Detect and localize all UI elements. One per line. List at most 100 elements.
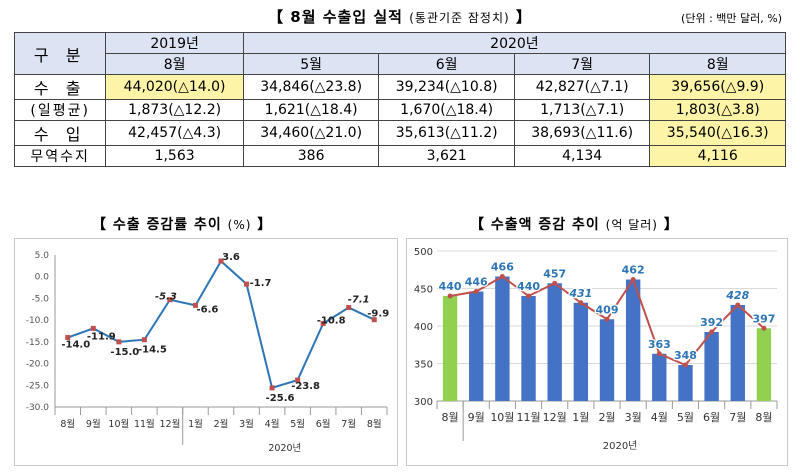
- x-tick-label: 8월: [755, 411, 772, 424]
- y-tick-label: 400: [414, 322, 433, 333]
- data-label: -10.8: [317, 316, 346, 327]
- x-tick-label: 7월: [729, 411, 746, 424]
- left-chart-panel: 5.0 0.0 -5.0 -10.0 -15.0 -20.0 -25.0 -30.0 8월 9월 1…: [14, 238, 398, 466]
- trend-point: [604, 316, 610, 322]
- bar: [469, 291, 484, 401]
- x-tick-label: 8월: [367, 418, 382, 430]
- y-tick-label: -30.0: [26, 403, 50, 413]
- left-chart-title: 【 수출 증감률 추이 (%) 】: [92, 217, 273, 233]
- right-chart-title: 【 수출액 증감 추이 (억 달러) 】: [470, 217, 679, 233]
- table-cell: 4,134: [513, 145, 651, 167]
- bar: [704, 332, 719, 401]
- data-point: [244, 281, 250, 287]
- row-label: 수 입: [13, 120, 107, 146]
- table-cell: 35,613(△11.2): [378, 120, 515, 146]
- x-tick-label: 1월: [572, 411, 589, 424]
- month-header: 7월: [513, 53, 651, 75]
- year-2020-header: 2020년: [242, 32, 787, 54]
- x-tick-label: 3월: [625, 411, 642, 424]
- x-tick-label: 2월: [598, 411, 615, 424]
- bar: [678, 365, 693, 401]
- table-cell: 34,846(△23.8): [242, 74, 380, 100]
- row-label: 수 출: [13, 74, 107, 100]
- data-label: 446: [465, 276, 488, 289]
- table-row: (일평균) 1,873(△12.2) 1,621(△18.4) 1,670(△1…: [13, 99, 786, 121]
- data-label: -14.0: [61, 340, 90, 351]
- trend-point: [761, 325, 767, 331]
- bar: [495, 276, 510, 401]
- x-tick-label: 12월: [160, 418, 181, 430]
- data-label: -7.1: [348, 295, 370, 306]
- data-label: -23.8: [291, 381, 320, 392]
- growth-rate-line-chart: 5.0 0.0 -5.0 -10.0 -15.0 -20.0 -25.0 -30.0 8월 9월 1…: [26, 251, 389, 454]
- corner-cell: 구 분: [13, 32, 107, 75]
- data-point: [371, 317, 377, 323]
- x-tick-label: 11월: [134, 418, 155, 430]
- x-tick-label: 8월: [442, 411, 459, 424]
- table-cell: 34,460(△21.0): [242, 120, 380, 146]
- x-tick-label: 6월: [703, 411, 720, 424]
- row-label: (일평균): [13, 99, 107, 121]
- x-tick-label: 7월: [341, 418, 356, 430]
- bar: [573, 302, 589, 401]
- y-tick-label: -25.0: [26, 381, 50, 391]
- x-axis-label: 2020년: [603, 440, 638, 452]
- x-tick-label: 2월: [214, 418, 229, 430]
- unit-label: (단위 : 백만 달러, %): [681, 12, 782, 25]
- y-tick-label: -20.0: [26, 360, 50, 370]
- data-point: [295, 377, 301, 383]
- data-label: 428: [725, 289, 749, 302]
- bar: [442, 296, 458, 401]
- data-label: 431: [568, 287, 592, 300]
- data-point: [116, 339, 122, 345]
- month-header: 5월: [242, 53, 380, 75]
- data-point: [269, 385, 275, 391]
- bar: [730, 305, 745, 401]
- y-tick-label: 450: [414, 285, 433, 296]
- trend-point: [473, 289, 479, 294]
- trend-point: [552, 280, 558, 286]
- data-label: 363: [648, 338, 671, 351]
- data-label: -14.5: [138, 345, 167, 356]
- data-point: [90, 325, 96, 331]
- table-cell: 1,873(△12.2): [105, 99, 244, 121]
- data-point: [218, 258, 224, 264]
- bar: [652, 353, 667, 401]
- trade-table: 구 분 2019년 2020년 8월 5월 6월 7월 8월 수 출 44,02…: [13, 32, 787, 167]
- data-label: -9.9: [367, 309, 389, 320]
- bar: [625, 279, 641, 401]
- table-cell: 39,656(△9.9): [649, 74, 786, 100]
- x-axis-label: 2020년: [268, 443, 301, 454]
- bar: [756, 328, 772, 401]
- data-label: 466: [491, 261, 514, 274]
- table-cell: 4,116: [649, 145, 786, 167]
- x-tick-label: 3월: [239, 418, 254, 430]
- x-tick-label: 4월: [651, 411, 668, 424]
- data-label: -1.7: [250, 278, 272, 289]
- trend-point: [709, 329, 715, 335]
- data-label: 348: [674, 349, 697, 362]
- x-tick-label: 11월: [516, 411, 540, 424]
- y-tick-label: 350: [414, 360, 433, 371]
- table-cell: 35,540(△16.3): [649, 120, 786, 146]
- table-cell: 1,670(△18.4): [378, 99, 515, 121]
- table-cell: 44,020(△14.0): [105, 74, 244, 100]
- trend-point: [656, 351, 662, 357]
- data-point: [320, 321, 326, 327]
- row-label: 무역수지: [13, 145, 107, 167]
- table-cell: 38,693(△11.6): [513, 120, 651, 146]
- y-tick-label: -15.0: [26, 338, 50, 348]
- trend-point: [682, 362, 688, 368]
- y-tick-label: -5.0: [31, 294, 49, 304]
- x-tick-label: 9월: [468, 411, 485, 424]
- table-cell: 386: [242, 145, 380, 167]
- x-tick-label: 1월: [188, 418, 203, 430]
- x-tick-label: 5월: [290, 418, 305, 430]
- month-header: 8월: [649, 53, 786, 75]
- trend-point: [499, 274, 505, 279]
- month-header: 6월: [378, 53, 515, 75]
- table-row: 수 출 44,020(△14.0) 34,846(△23.8) 39,234(△…: [13, 74, 786, 100]
- data-label: 3.6: [222, 252, 240, 263]
- trend-point: [526, 293, 532, 299]
- trend-point: [735, 302, 741, 308]
